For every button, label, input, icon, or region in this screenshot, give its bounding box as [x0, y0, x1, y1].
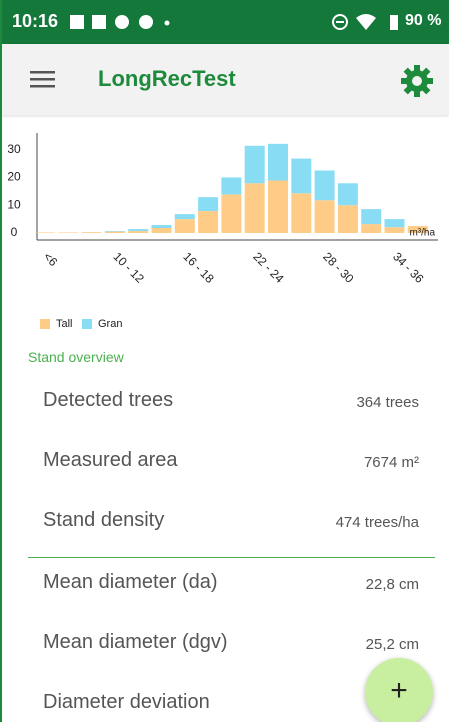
- x-tick-label: <6: [41, 249, 61, 269]
- row-label: Mean diameter (da): [43, 571, 218, 594]
- row-value: 7674 m²: [364, 454, 419, 471]
- icon: [115, 15, 129, 29]
- bar: [175, 214, 195, 219]
- app-bar: LongRecTest: [0, 44, 449, 115]
- legend-label: Tall: [56, 318, 73, 330]
- icon: [70, 15, 84, 29]
- battery: 90 %: [405, 12, 441, 30]
- y-tick-label: 30: [7, 142, 21, 156]
- bar: [338, 183, 358, 205]
- row-value: 25,2 cm: [366, 636, 419, 653]
- bar: [105, 231, 125, 232]
- row-label: Detected trees: [43, 389, 173, 412]
- row-value: 22,8 cm: [366, 576, 419, 593]
- icon: [390, 15, 398, 30]
- bar: [315, 200, 335, 233]
- legend-swatch: [82, 319, 92, 329]
- bar: [315, 171, 335, 201]
- row-label: Measured area: [43, 449, 178, 472]
- unit-label: m³/ha: [409, 228, 435, 239]
- bar: [338, 205, 358, 233]
- bar: [82, 232, 102, 233]
- icon: [92, 15, 106, 29]
- x-tick-label: 28 - 30: [320, 249, 357, 286]
- bar: [58, 232, 78, 233]
- bar: [221, 194, 241, 233]
- x-tick-label: 22 - 24: [250, 249, 287, 286]
- row-label: Stand density: [43, 509, 164, 532]
- system-icons: [330, 12, 402, 32]
- menu-button[interactable]: [30, 70, 56, 90]
- bar: [291, 159, 311, 194]
- bar: [35, 232, 55, 233]
- row-label: Mean diameter (dgv): [43, 631, 228, 654]
- screen: 10:16 90 % LongRecTest 0 10 20 30 <6 10 - 12: [0, 0, 449, 722]
- status-bar: 10:16 90 %: [0, 0, 449, 44]
- fab[interactable]: +: [365, 658, 433, 722]
- bar: [221, 177, 241, 194]
- bar: [175, 219, 195, 233]
- legend-label: Gran: [98, 318, 122, 330]
- bar: [291, 193, 311, 233]
- icon: [165, 21, 170, 26]
- bar: [128, 229, 148, 231]
- x-tick-label: 10 - 12: [111, 249, 148, 286]
- bar: [361, 209, 381, 224]
- x-tick-label: 16 - 18: [180, 249, 217, 286]
- section-title: Stand overview: [28, 349, 124, 365]
- clock: 10:16: [12, 11, 58, 32]
- bar: [198, 197, 218, 211]
- bar: [128, 231, 148, 233]
- bar: [245, 183, 265, 233]
- icon: [139, 15, 153, 29]
- bar: [152, 225, 172, 228]
- bar: [385, 227, 405, 233]
- row-value: 474 trees/ha: [336, 514, 419, 531]
- chart: 0 10 20 30 <6 10 - 12 16 - 18 22 - 24 28 - 30 34 …: [0, 115, 449, 335]
- bar: [245, 146, 265, 184]
- bar: [268, 181, 288, 234]
- app-title: LongRecTest: [98, 66, 236, 92]
- y-tick-label: 20: [7, 170, 21, 184]
- x-tick-label: 34 - 36: [390, 249, 427, 286]
- divider: [28, 557, 435, 558]
- y-tick-label: 0: [11, 225, 18, 239]
- legend-swatch: [40, 319, 50, 329]
- y-tick-label: 10: [7, 197, 21, 211]
- row-label: Diameter deviation: [43, 691, 210, 714]
- bar: [385, 219, 405, 227]
- bar: [105, 232, 125, 233]
- notification-icons: [68, 12, 198, 32]
- bar: [152, 228, 172, 233]
- bar: [268, 144, 288, 181]
- settings-button[interactable]: [400, 64, 434, 98]
- icon: [356, 14, 376, 30]
- row-value: 364 trees: [356, 394, 419, 411]
- bar: [198, 211, 218, 233]
- bar: [361, 224, 381, 233]
- edge: [0, 0, 2, 722]
